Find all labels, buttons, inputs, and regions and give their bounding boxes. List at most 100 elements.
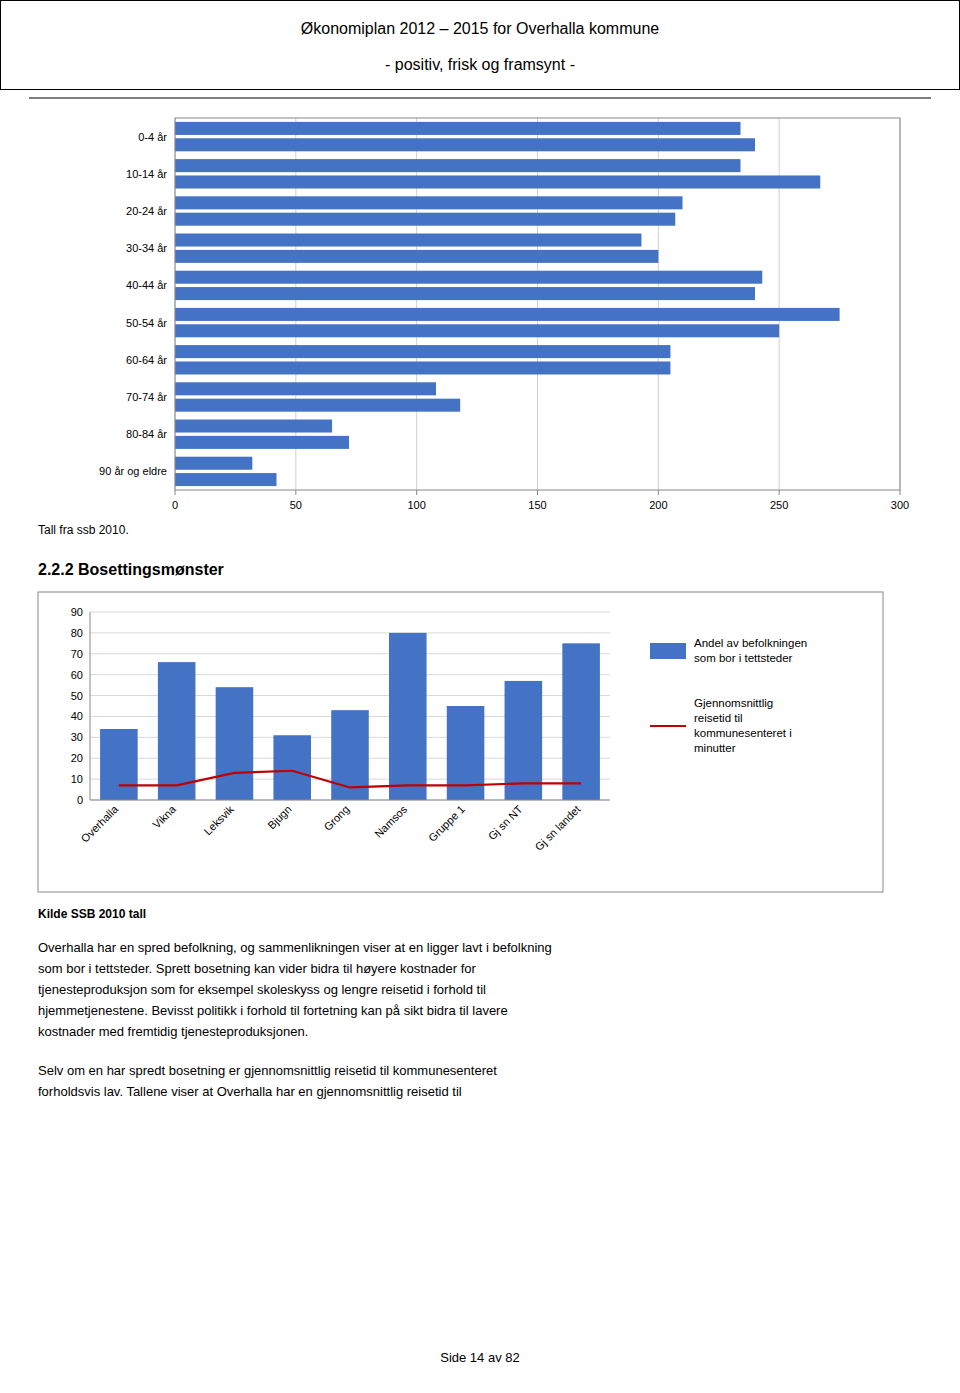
subtitle: - positiv, frisk og framsynt - (385, 56, 575, 73)
category-label: 20-24 år (126, 205, 167, 217)
bar (175, 345, 670, 358)
grid-line (779, 118, 780, 490)
bar (175, 138, 755, 151)
body-text: Selv om en har spredt bosetning er gjenn… (38, 1063, 497, 1099)
category-label: Gj sn landet (533, 803, 583, 853)
chart-population: 05010015020025030090 år og eldre80-84 år… (99, 118, 909, 511)
bar (505, 681, 543, 800)
category-label: Vikna (150, 802, 178, 830)
category-label: 70-74 år (126, 391, 167, 403)
bar (175, 122, 741, 135)
bar (175, 159, 741, 172)
legend: Andel av befolkningensom bor i tettstede… (650, 637, 807, 754)
bars (175, 122, 840, 486)
tick (416, 490, 417, 495)
bar (389, 633, 427, 800)
source: Kilde SSB 2010 tall (38, 907, 146, 921)
grid-line (90, 800, 610, 801)
tick-label: 70 (71, 648, 83, 660)
category-label: 30-34 år (126, 242, 167, 254)
body-text: Overhalla har en spred befolkning, og sa… (38, 940, 552, 1039)
category-label: 50-54 år (126, 317, 167, 329)
tick (175, 490, 176, 495)
bar (175, 271, 762, 284)
tick-label: 40 (71, 710, 83, 722)
bar (175, 457, 252, 470)
tick-label: 20 (71, 752, 83, 764)
line (119, 771, 581, 788)
chart-box (38, 592, 883, 892)
bar (175, 308, 840, 321)
bar (175, 324, 779, 337)
background (0, 0, 960, 1393)
bar (175, 250, 658, 263)
bar (175, 361, 670, 374)
tick-label: 90 (71, 606, 83, 618)
bar (175, 175, 820, 188)
grid-line (90, 653, 610, 654)
tick-label: 60 (71, 669, 83, 681)
bar (273, 735, 311, 800)
bar (175, 234, 641, 247)
category-label: Namsos (372, 803, 409, 840)
tick-label: 100 (407, 499, 425, 511)
grid-line (90, 612, 610, 613)
bar (100, 729, 138, 800)
tick (900, 490, 901, 495)
category-label: Leksvik (201, 803, 236, 838)
tick-label: 50 (290, 499, 302, 511)
legend-label: Andel av befolkningensom bor i tettstede… (694, 637, 807, 664)
legend-swatch (650, 643, 686, 659)
tick-label: 300 (891, 499, 909, 511)
bar (158, 662, 196, 800)
grid-line (658, 118, 659, 490)
category-label: 10-14 år (126, 168, 167, 180)
bar (175, 399, 460, 412)
tick-label: 50 (71, 690, 83, 702)
tick (537, 490, 538, 495)
tick-label: 150 (528, 499, 546, 511)
grid-line (295, 118, 296, 490)
category-label: 90 år og eldre (99, 465, 167, 477)
category-label: 40-44 år (126, 279, 167, 291)
title: Økonomiplan 2012 – 2015 for Overhalla ko… (301, 20, 660, 37)
tick-label: 80 (71, 627, 83, 639)
category-label: Gj sn NT (486, 803, 525, 842)
tick (779, 490, 780, 495)
bar (175, 213, 675, 226)
footer: Side 14 av 82 (440, 1350, 520, 1365)
grid-line (90, 632, 610, 633)
grid-line (416, 118, 417, 490)
grid-line (537, 118, 538, 490)
bar (562, 643, 600, 800)
category-label: 80-84 år (126, 428, 167, 440)
y-axis (90, 612, 91, 800)
chart-settlement: 0 10 20 30 40 50 60 70 80 90 Overhalla Vikna Leksvik… (71, 606, 807, 853)
bar (175, 436, 349, 449)
bar (175, 287, 755, 300)
x-axis (90, 800, 610, 801)
category-label: Grong (321, 803, 351, 833)
bar (175, 196, 683, 209)
bar (175, 473, 277, 486)
bar (175, 382, 436, 395)
section-heading: 2.2.2 Bosettingsmønster (38, 561, 224, 578)
category-label: 0-4 år (138, 131, 167, 143)
bar (175, 420, 332, 433)
marks (100, 633, 600, 800)
separator (29, 98, 931, 99)
category-label: Overhalla (79, 802, 121, 844)
header-box (1, 1, 960, 90)
legend-swatch (650, 725, 686, 727)
bar (216, 687, 254, 800)
tick (658, 490, 659, 495)
category-label: Bjugn (265, 803, 293, 831)
tick-label: 200 (649, 499, 667, 511)
legend-label: Gjennomsnittligreisetid tilkommunesenter… (694, 697, 792, 754)
category-label: 60-64 år (126, 354, 167, 366)
tick-label: 250 (770, 499, 788, 511)
tick-label: 30 (71, 731, 83, 743)
tick-label: 0 (77, 794, 83, 806)
category-label: Gruppe 1 (426, 803, 467, 844)
tick-label: 10 (71, 773, 83, 785)
